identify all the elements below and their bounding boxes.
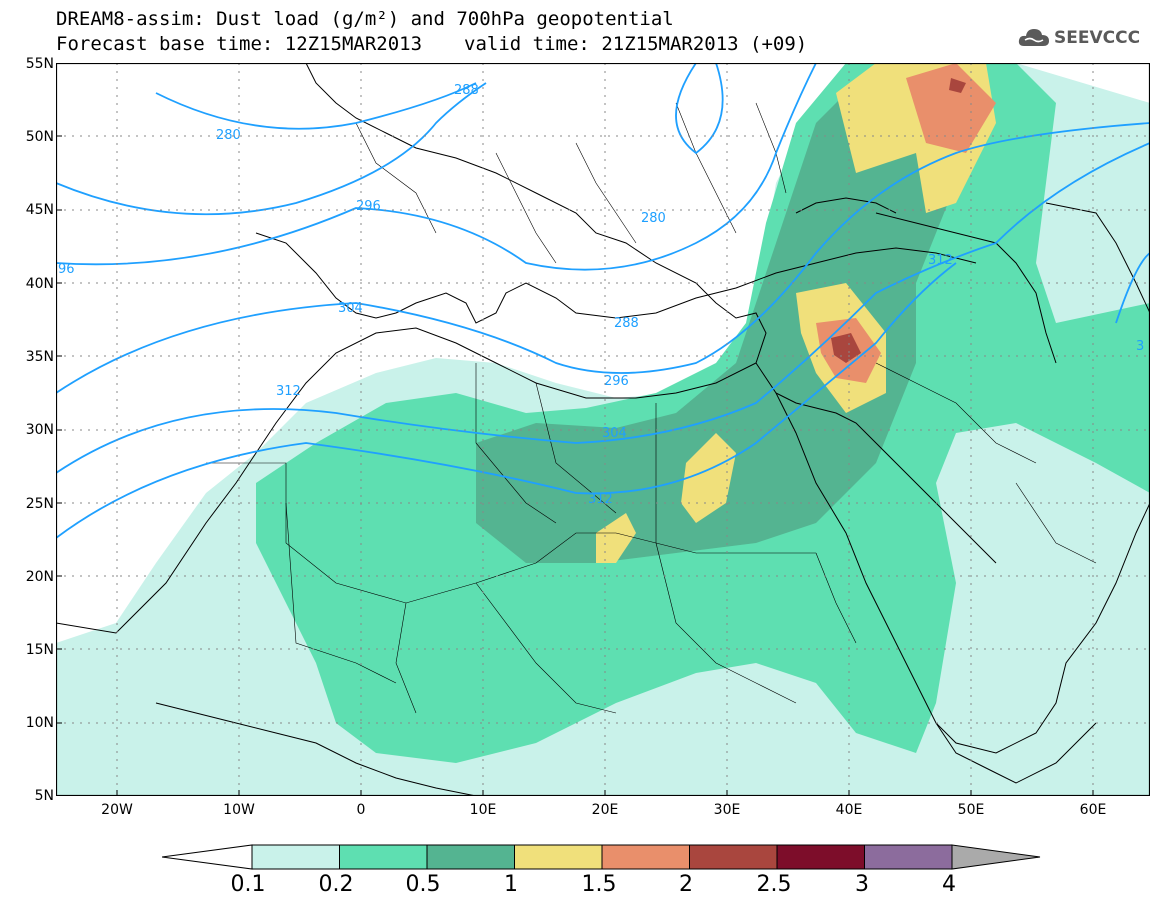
logo-text: SEEVCCC <box>1054 28 1141 48</box>
contour-labels: 280 288 296 304 312 280 288 296 304 312 … <box>58 83 1144 507</box>
dust-region-1.5 <box>906 63 996 153</box>
lon-label: 40E <box>835 802 863 818</box>
base-time: Forecast base time: 12Z15MAR2013 <box>56 33 423 55</box>
contour-label: 304 <box>602 426 627 441</box>
lon-label: 10W <box>223 802 255 818</box>
dust-region-2-north <box>949 78 966 93</box>
lon-label: 60E <box>1079 802 1107 818</box>
colorbar-label: 1 <box>504 872 518 897</box>
map-title: DREAM8-assim: Dust load (g/m²) and 700hP… <box>56 8 674 30</box>
country-borders <box>206 102 1097 714</box>
contour-label: 296 <box>604 374 629 389</box>
colorbar-cell <box>776 844 865 870</box>
colorbar-cell <box>689 844 778 870</box>
valid-time: valid time: 21Z15MAR2013 (+09) <box>464 33 808 55</box>
dust-load-map: 280 288 296 304 312 280 288 296 304 312 … <box>56 63 1150 796</box>
lat-label: 45N <box>25 202 54 218</box>
colorbar-cell <box>339 844 428 870</box>
lon-label: 0 <box>356 802 366 818</box>
contour-label: 280 <box>216 128 241 143</box>
contour-label: 288 <box>454 83 479 98</box>
lon-label: 20E <box>591 802 619 818</box>
colorbar <box>162 844 1041 870</box>
lon-label: 50E <box>957 802 985 818</box>
lat-label: 50N <box>25 129 54 145</box>
colorbar-cell <box>864 844 953 870</box>
lon-label: 30E <box>713 802 741 818</box>
colorbar-cell <box>601 844 690 870</box>
axis-ticks <box>56 135 1094 796</box>
colorbar-label: 1.5 <box>581 872 617 897</box>
colorbar-label: 3 <box>855 872 869 897</box>
colorbar-cell <box>251 844 340 870</box>
colorbar-cell <box>426 844 515 870</box>
seevccc-logo: SEEVCCC <box>1018 26 1140 50</box>
contour-label: 96 <box>58 262 75 277</box>
colorbar-label: 0.2 <box>318 872 354 897</box>
colorbar-label: 0.5 <box>405 872 441 897</box>
contour-label: 312 <box>928 253 953 268</box>
lat-label: 15N <box>25 642 54 658</box>
colorbar-low-arrow <box>162 844 253 870</box>
colorbar-label: 0.1 <box>230 872 266 897</box>
lat-label: 35N <box>25 349 54 365</box>
dust-region-1-red-sea <box>681 433 736 523</box>
contour-label: 288 <box>614 316 639 331</box>
contour-label: 280 <box>641 211 666 226</box>
contour-label: 296 <box>356 199 381 214</box>
forecast-times: Forecast base time: 12Z15MAR2013 valid ti… <box>56 33 807 55</box>
contour-label: 304 <box>338 301 363 316</box>
dust-region-2 <box>831 333 861 363</box>
dust-region-1-libya <box>596 513 636 563</box>
lat-label: 10N <box>25 715 54 731</box>
lat-label: 25N <box>25 496 54 512</box>
lon-label: 10E <box>469 802 497 818</box>
contour-label: 3 <box>1136 339 1144 354</box>
colorbar-cell <box>514 844 603 870</box>
lat-label: 5N <box>34 788 54 804</box>
colorbar-label: 4 <box>942 872 956 897</box>
lon-label: 20W <box>101 802 133 818</box>
lat-label: 55N <box>25 56 54 72</box>
geopotential-contours <box>56 63 1150 539</box>
cloud-icon <box>1018 29 1049 46</box>
lat-label: 40N <box>25 276 54 292</box>
lat-label: 20N <box>25 569 54 585</box>
lat-label: 30N <box>25 422 54 438</box>
contour-label: 312 <box>276 384 301 399</box>
contour-label: 312 <box>588 492 613 507</box>
colorbar-high-arrow <box>951 844 1041 870</box>
colorbar-label: 2 <box>679 872 693 897</box>
colorbar-label: 2.5 <box>756 872 792 897</box>
dust-region-0.5 <box>476 63 976 563</box>
